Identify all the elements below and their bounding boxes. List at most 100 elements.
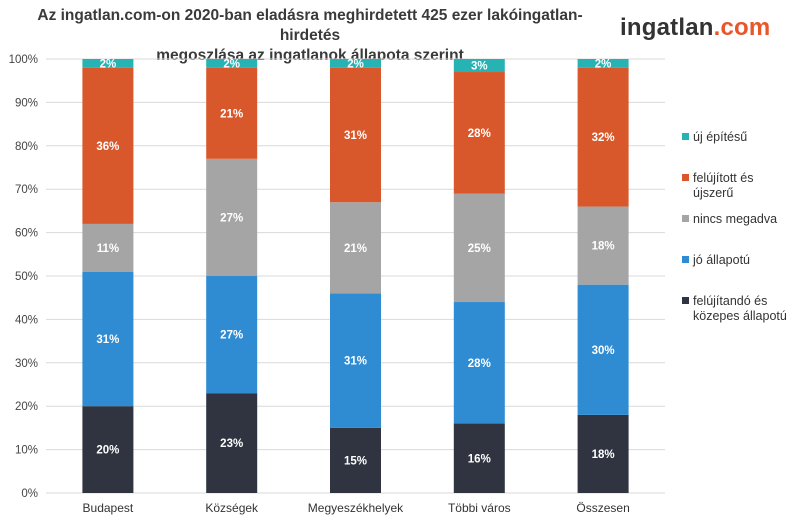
legend-label-felujitott: felújított és újszerű <box>693 171 753 200</box>
category-label-2: Megyeszékhelyek <box>308 501 404 515</box>
bar-segment-nincs_megadva-0 <box>82 223 134 272</box>
bar-group-4: 18% 30% 18% 32% 2% <box>577 58 629 493</box>
legend-swatch-uj_epitesu <box>682 133 689 140</box>
bar-segment-uj_epitesu-0 <box>82 59 134 68</box>
logo-text-main: ingatlan <box>620 14 714 41</box>
data-label-felujitando-2: 15% <box>344 455 367 467</box>
ingatlan-logo: ingatlan.com <box>620 14 770 42</box>
category-label-4: Összesen <box>576 501 629 515</box>
y-tick-label-10: 10% <box>15 445 38 457</box>
bar-segment-felujitando-3 <box>453 423 505 493</box>
category-label-1: Községek <box>205 501 259 515</box>
data-label-jo_allapotu-0: 31% <box>96 334 119 346</box>
bar-group-3: 16% 28% 25% 28% 3% <box>453 59 505 493</box>
legend-swatch-jo_allapotu <box>682 256 689 263</box>
bar-segment-nincs_megadva-3 <box>453 193 505 303</box>
data-label-nincs_megadva-3: 25% <box>468 243 491 255</box>
y-tick-label-50: 50% <box>15 271 38 283</box>
data-label-felujitando-1: 23% <box>220 438 243 450</box>
data-label-uj_epitesu-3: 3% <box>471 61 488 73</box>
legend-label-line-1: újszerű <box>693 186 733 200</box>
bars: 20% 31% 11% 36% 2% 23% 27% 27% 21% 2% 15% 31% 21% 31%… <box>82 58 629 493</box>
bar-segment-felujitott-3 <box>453 72 505 194</box>
data-label-felujitott-2: 31% <box>344 130 367 142</box>
legend-item-felujitando: felújítandó és közepes állapotú <box>682 294 787 323</box>
legend-item-jo_allapotu: jó állapotú <box>682 253 750 267</box>
bar-segment-nincs_megadva-1 <box>206 158 258 276</box>
legend-label-line-1: közepes állapotú <box>693 309 787 323</box>
data-label-uj_epitesu-1: 2% <box>223 58 240 70</box>
bar-segment-uj_epitesu-3 <box>453 59 505 73</box>
legend-swatch-felujitott <box>682 174 689 181</box>
logo-text-domain: .com <box>713 14 771 41</box>
bar-segment-jo_allapotu-3 <box>453 302 505 424</box>
bar-segment-felujitando-4 <box>577 414 629 493</box>
data-label-felujitando-4: 18% <box>592 449 615 461</box>
data-label-felujitott-4: 32% <box>592 132 615 144</box>
bar-segment-jo_allapotu-2 <box>330 293 381 428</box>
data-label-jo_allapotu-2: 31% <box>344 356 367 368</box>
y-axis: 0% 10% 20% 30% 40% 50% 60% 70% 80% 90% 100% <box>9 54 38 500</box>
chart-title-line-1: Az ingatlan.com-on 2020-ban eladásra meg… <box>37 7 583 44</box>
legend-label-line-0: jó állapotú <box>692 253 750 267</box>
data-label-nincs_megadva-4: 18% <box>592 241 615 253</box>
bar-segment-uj_epitesu-2 <box>330 59 381 68</box>
legend-label-line-0: felújított és <box>693 171 753 185</box>
bar-segment-jo_allapotu-0 <box>82 271 134 407</box>
bar-segment-felujitando-0 <box>82 406 134 493</box>
legend-item-felujitott: felújított és újszerű <box>682 171 753 200</box>
data-label-jo_allapotu-1: 27% <box>220 330 243 342</box>
legend-label-nincs_megadva: nincs megadva <box>693 212 777 226</box>
bar-group-1: 23% 27% 27% 21% 2% <box>206 58 258 493</box>
legend-label-line-0: nincs megadva <box>693 212 777 226</box>
bar-segment-uj_epitesu-4 <box>577 59 629 68</box>
category-label-3: Többi város <box>448 501 511 515</box>
data-label-uj_epitesu-4: 2% <box>595 58 612 70</box>
bar-segment-felujitando-1 <box>206 393 258 493</box>
bar-segment-jo_allapotu-4 <box>577 284 629 415</box>
y-tick-label-20: 20% <box>15 401 38 413</box>
data-label-uj_epitesu-0: 2% <box>100 58 117 70</box>
y-tick-label-90: 90% <box>15 97 38 109</box>
data-label-nincs_megadva-1: 27% <box>220 212 243 224</box>
data-label-felujitott-3: 28% <box>468 128 491 140</box>
data-label-felujitando-3: 16% <box>468 453 491 465</box>
legend-swatch-felujitando <box>682 297 689 304</box>
y-tick-label-80: 80% <box>15 141 38 153</box>
x-axis-categories: Budapest Községek Megyeszékhelyek Többi vár… <box>83 501 630 515</box>
data-label-jo_allapotu-4: 30% <box>592 345 615 357</box>
y-tick-label-70: 70% <box>15 184 38 196</box>
bar-segment-felujitott-1 <box>206 67 258 159</box>
data-label-felujitott-0: 36% <box>96 141 119 153</box>
legend-label-line-0: felújítandó és <box>693 294 767 308</box>
y-tick-label-30: 30% <box>15 358 38 370</box>
bar-segment-nincs_megadva-2 <box>330 202 381 294</box>
data-label-felujitott-1: 21% <box>220 108 243 120</box>
bar-segment-jo_allapotu-1 <box>206 276 258 394</box>
y-tick-label-40: 40% <box>15 314 38 326</box>
legend-label-jo_allapotu: jó állapotú <box>692 253 750 267</box>
y-tick-label-60: 60% <box>15 228 38 240</box>
bar-segment-uj_epitesu-1 <box>206 59 258 68</box>
bar-group-2: 15% 31% 21% 31% 2% <box>330 58 381 493</box>
bar-segment-nincs_megadva-4 <box>577 206 629 285</box>
bar-group-0: 20% 31% 11% 36% 2% <box>82 58 134 493</box>
bar-segment-felujitott-4 <box>577 67 629 207</box>
bar-segment-felujitott-2 <box>330 67 381 203</box>
legend-swatch-nincs_megadva <box>682 215 689 222</box>
category-label-0: Budapest <box>83 501 134 515</box>
y-tick-label-100: 100% <box>9 54 38 66</box>
legend-label-felujitando: felújítandó és közepes állapotú <box>693 294 787 323</box>
bar-segment-felujitott-0 <box>82 67 134 224</box>
y-tick-label-0: 0% <box>21 488 38 500</box>
legend-item-nincs_megadva: nincs megadva <box>682 212 777 226</box>
legend-label-line-0: új építésű <box>693 130 747 144</box>
data-label-nincs_megadva-2: 21% <box>344 243 367 255</box>
data-label-felujitando-0: 20% <box>96 445 119 457</box>
data-label-uj_epitesu-2: 2% <box>347 58 364 70</box>
data-label-nincs_megadva-0: 11% <box>97 243 119 255</box>
legend: új építésű felújított és újszerű nincs mega… <box>682 130 787 323</box>
legend-label-uj_epitesu: új építésű <box>693 130 747 144</box>
legend-item-uj_epitesu: új építésű <box>682 130 747 144</box>
